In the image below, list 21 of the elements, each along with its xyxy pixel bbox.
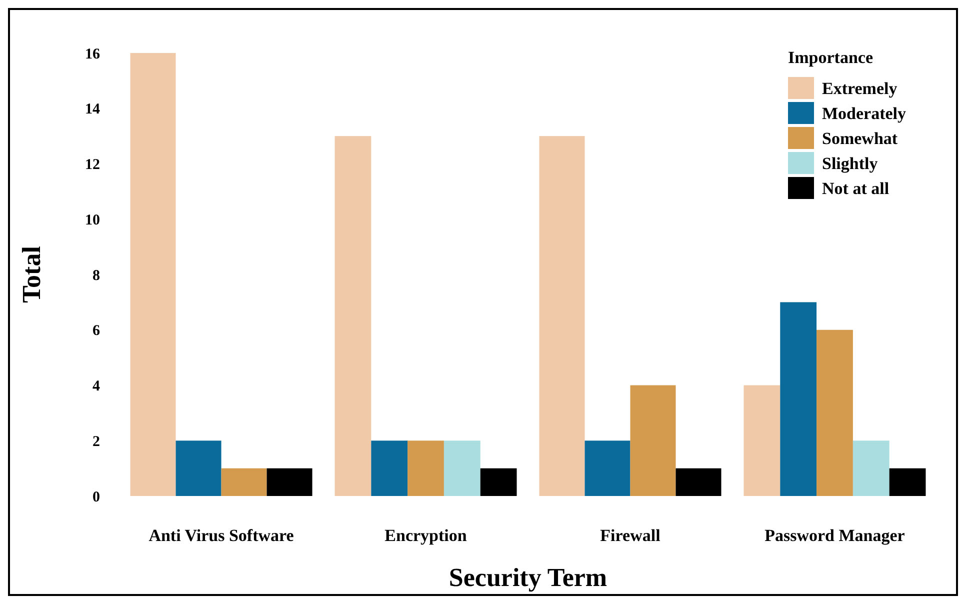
y-tick-label: 2 (92, 434, 100, 450)
x-tick-label: Encryption (384, 526, 468, 545)
y-axis-title: Total (17, 246, 46, 303)
x-axis-title: Security Term (448, 563, 608, 592)
x-tick-label: Anti Virus Software (148, 526, 294, 545)
y-tick-label: 14 (85, 102, 100, 118)
y-tick-label: 12 (85, 157, 100, 173)
legend-label: Moderately (822, 104, 907, 123)
y-tick-label: 4 (92, 378, 100, 394)
legend-label: Not at all (822, 178, 890, 198)
y-tick-label: 10 (85, 212, 100, 228)
y-tick-label: 8 (92, 268, 100, 284)
legend-label: Extremely (822, 78, 898, 98)
x-tick-label: Password Manager (764, 526, 906, 545)
y-tick-label: 16 (85, 46, 100, 62)
legend-title: Importance (788, 48, 874, 67)
x-tick-label: Firewall (600, 526, 661, 545)
y-tick-label: 0 (92, 489, 100, 506)
legend-label: Somewhat (822, 128, 898, 148)
y-tick-label: 6 (92, 323, 100, 340)
legend-label: Slightly (822, 154, 878, 173)
